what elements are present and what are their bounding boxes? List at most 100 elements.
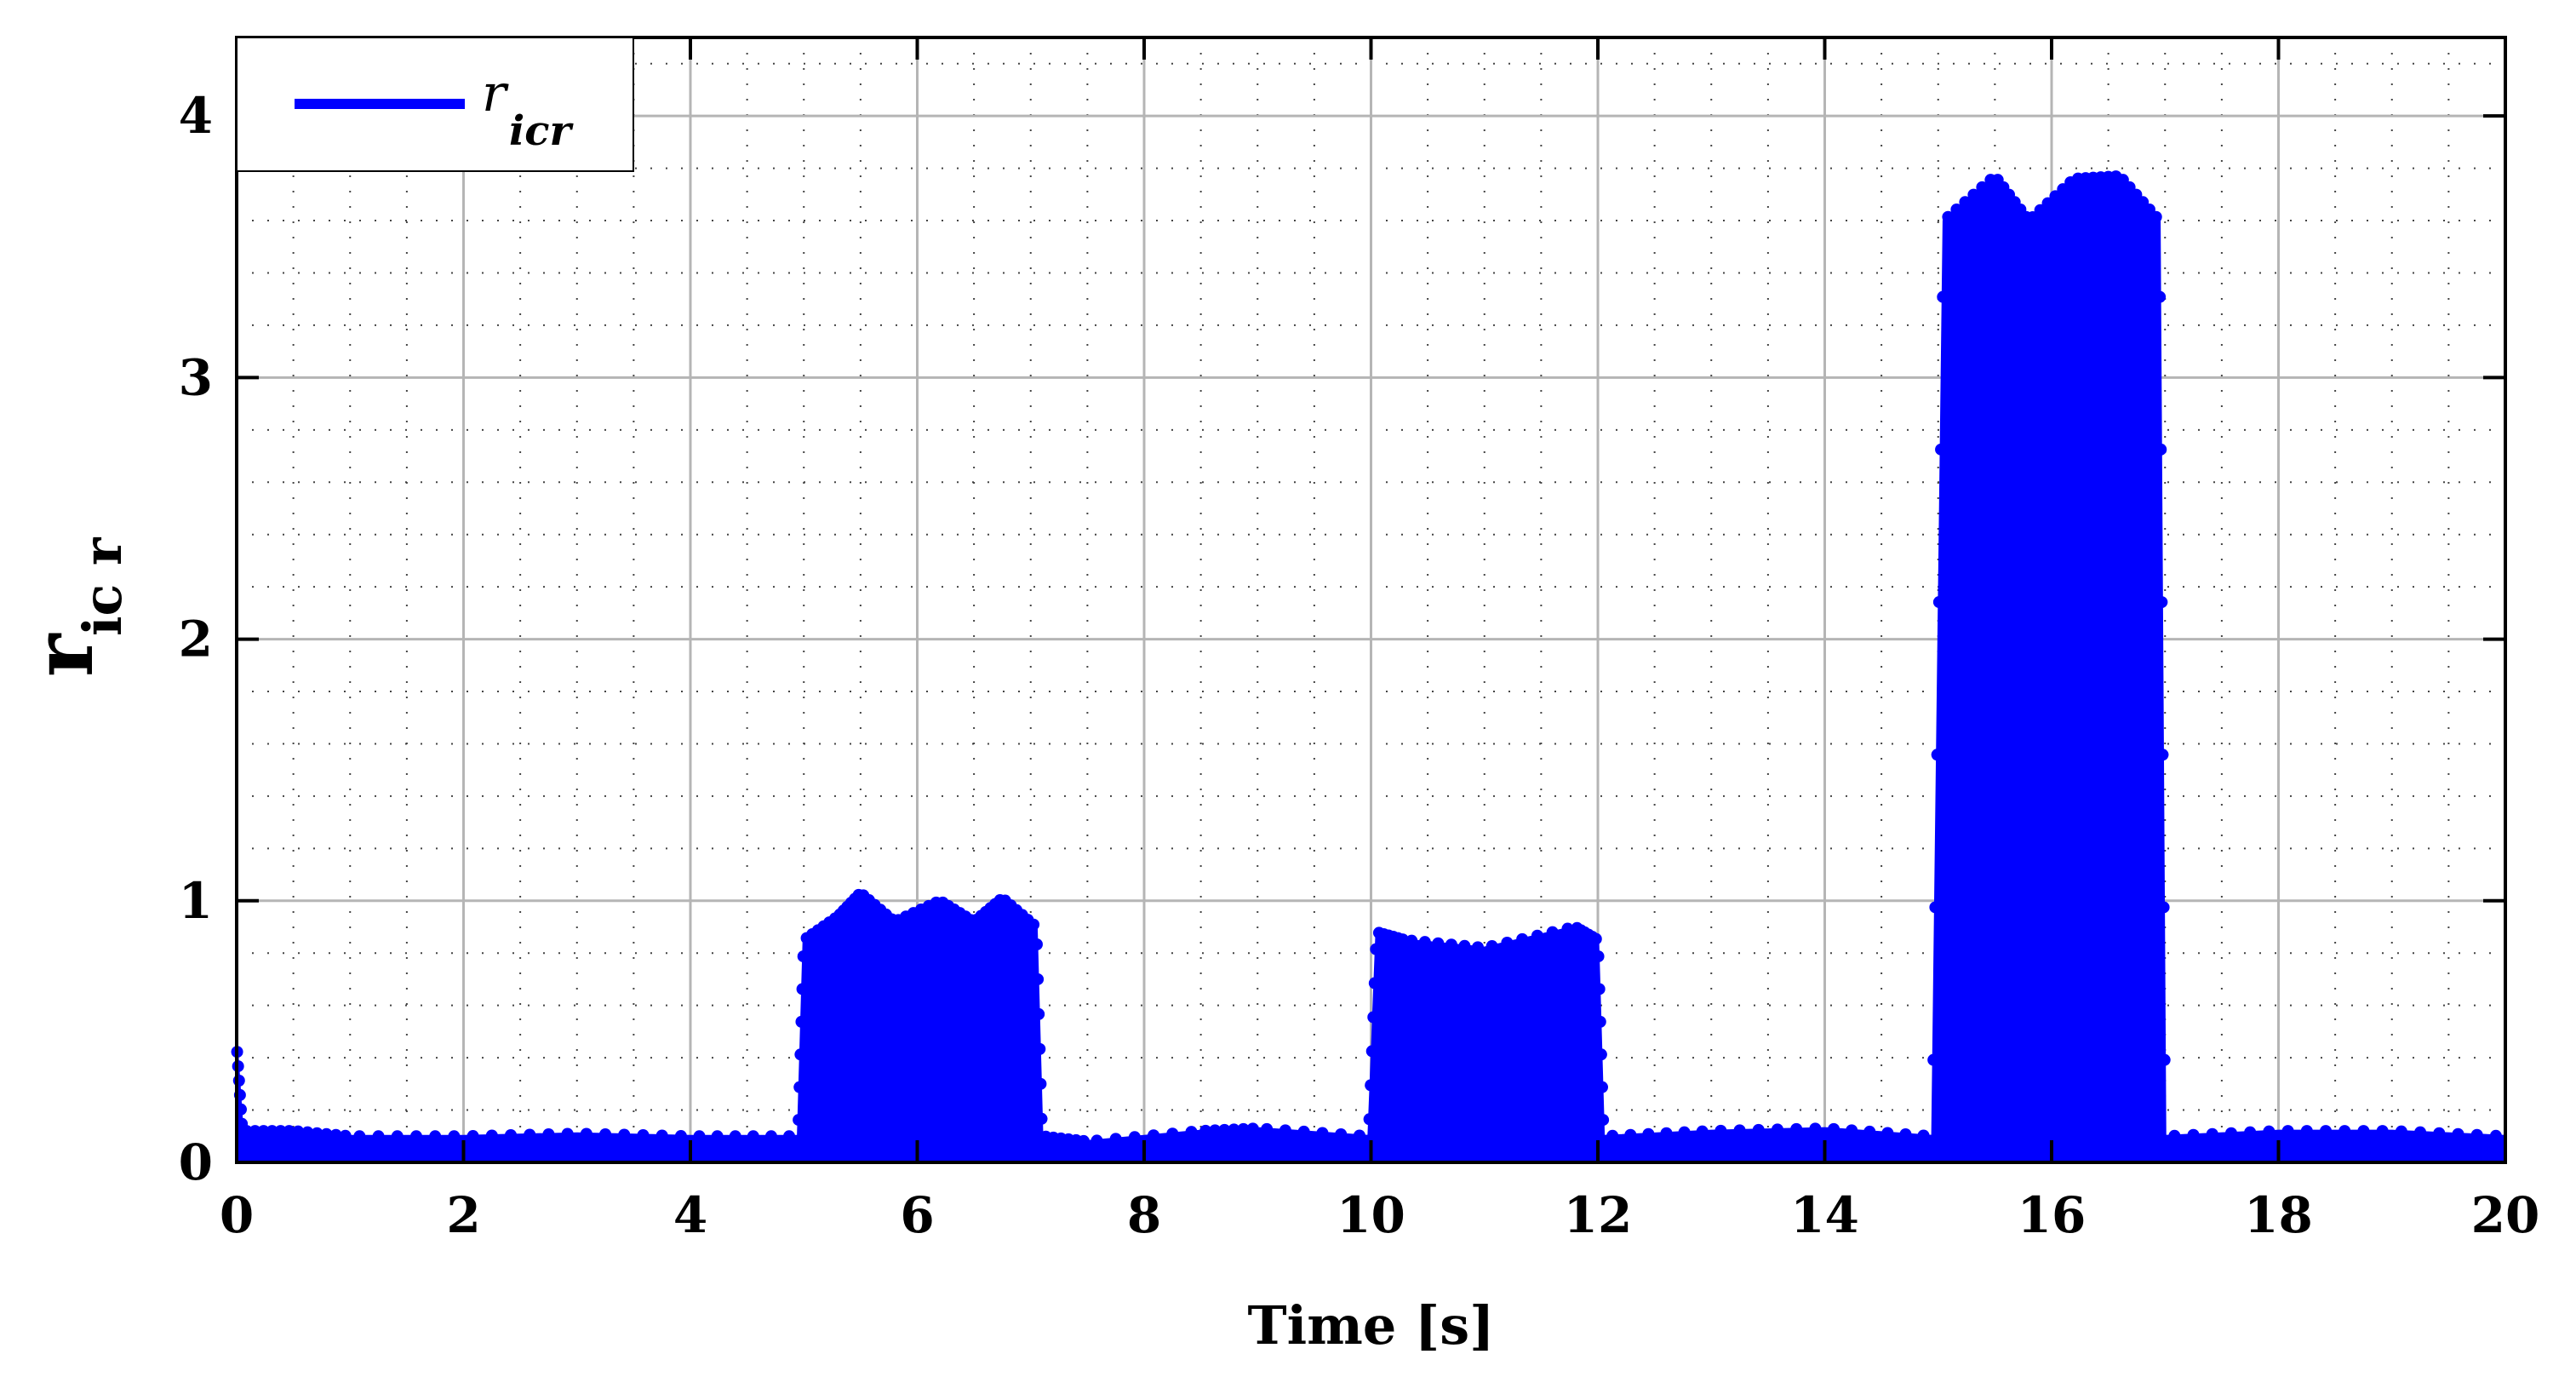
series-0-peak	[1218, 1123, 1231, 1136]
series-0-peak	[1109, 1133, 1122, 1145]
y-tick-label: 2	[179, 611, 213, 668]
series-0-peak	[1959, 196, 1972, 209]
series-0-peak	[2224, 1127, 2237, 1139]
series-0-peak	[1927, 1053, 1940, 1066]
series-0-peak	[1935, 443, 1948, 456]
series-0-peak	[1077, 1134, 1090, 1147]
series-0-peak	[467, 1130, 479, 1143]
series-0-peak	[1929, 901, 1942, 914]
series-0-peak	[1335, 1127, 1348, 1140]
series-0-peak	[249, 1125, 261, 1138]
series-0-peak	[637, 1128, 650, 1141]
series-0-peak	[1917, 1129, 1930, 1142]
series-0-peak	[1228, 1123, 1240, 1136]
series-0-peak	[2155, 596, 2168, 609]
series-0-peak	[1714, 1124, 1727, 1137]
series-0-peak	[1445, 938, 1457, 951]
series-0-peak	[1531, 929, 1543, 942]
x-tick-label: 12	[1564, 1186, 1633, 1244]
series-0-peak	[232, 1074, 245, 1087]
series-0-peak	[485, 1129, 498, 1142]
series-0-peak	[1365, 1045, 1378, 1058]
series-0-peak	[1624, 1128, 1637, 1141]
series-0-peak	[1976, 181, 1989, 193]
series-0-peak	[320, 1127, 333, 1140]
series-0-peak	[1237, 1122, 1250, 1135]
series-0-peak	[1405, 934, 1418, 947]
series-0-peak	[1032, 972, 1045, 985]
series-0-peak	[1363, 1113, 1376, 1126]
series-0-peak	[2155, 443, 2167, 456]
series-0-peak	[409, 1130, 422, 1143]
series-0-peak	[794, 1048, 807, 1061]
series-0-peak	[2470, 1128, 2483, 1141]
series-0-peak	[1771, 1123, 1783, 1136]
series-0-peak	[2187, 1128, 2200, 1141]
series-0-peak	[2281, 1125, 2294, 1138]
series-0-peak	[1593, 983, 1606, 995]
series-0-peak	[2168, 1129, 2181, 1142]
series-0-peak	[1932, 596, 1945, 609]
series-0-peak	[1432, 937, 1445, 949]
series-0-peak	[797, 950, 810, 963]
series-0-peak	[2158, 1053, 2171, 1066]
x-tick-labels: 0 2 4 6 8 10 12 14 16 18 20	[220, 1186, 2540, 1244]
series-0-peak	[2150, 210, 2162, 223]
series-0-peak	[2338, 1125, 2351, 1138]
series-0-peak	[2057, 183, 2069, 196]
series-0-peak	[1546, 926, 1559, 938]
series-0-peak	[339, 1129, 352, 1142]
series-0-peak	[1594, 1015, 1606, 1028]
series-0-peak	[372, 1130, 385, 1143]
series-0-peak	[2156, 749, 2169, 761]
series-0-peak	[1458, 939, 1471, 952]
series-0-peak	[1418, 936, 1431, 949]
series-0-peak	[764, 1130, 777, 1143]
series-0-peak	[783, 1130, 796, 1143]
y-axis-label: r ic r	[15, 536, 134, 677]
series-0-peak	[674, 1130, 687, 1143]
series-0-peak	[1370, 943, 1382, 955]
series-0-peak	[1863, 1125, 1876, 1138]
series-0-peak	[2300, 1125, 2313, 1138]
series-0-peak	[1209, 1124, 1222, 1137]
x-axis-label: Time [s]	[1248, 1294, 1495, 1357]
series-0-peak	[1028, 918, 1040, 931]
series-0-peak	[796, 983, 809, 995]
series-0-peak	[1033, 1042, 1046, 1055]
legend-label-main: r	[482, 64, 509, 123]
series-0-peak	[524, 1128, 536, 1141]
series-0-peak	[1592, 950, 1605, 963]
series-0-peak	[329, 1128, 342, 1141]
series-0-peak	[1501, 936, 1514, 949]
series-0-peak	[2489, 1129, 2502, 1142]
series-0-peak	[655, 1129, 668, 1142]
series-0-peak	[1950, 203, 1963, 215]
series-0-peak	[1678, 1126, 1691, 1139]
series-0-peak	[599, 1127, 612, 1140]
series-0-peak	[311, 1127, 323, 1139]
series-0-peak	[2433, 1127, 2446, 1139]
series-0-peak	[1030, 938, 1043, 950]
x-tick-label: 0	[220, 1186, 254, 1244]
series-0-peak	[1033, 1007, 1045, 1020]
axis-ticks	[235, 37, 2507, 1164]
series-0-peak	[1485, 940, 1498, 953]
series-0-peak	[274, 1125, 287, 1138]
y-tick-labels: 0 1 2 3 4	[179, 87, 213, 1191]
x-tick-label: 8	[1127, 1186, 1161, 1244]
series-0-peak	[561, 1127, 574, 1140]
series-0-peak	[505, 1128, 518, 1141]
series-0-peak	[1091, 1134, 1103, 1147]
series-0-peak	[2026, 210, 2039, 223]
series-0-peak	[1353, 1129, 1365, 1142]
series-0-peak	[1606, 1129, 1619, 1142]
series-0-peak	[2154, 290, 2167, 303]
series-0-peak	[2244, 1126, 2257, 1139]
series-0-peak	[2034, 204, 2046, 216]
series-0-peak	[1279, 1124, 1291, 1137]
series-0-peak	[1595, 1081, 1608, 1093]
series-0-peak	[1790, 1122, 1803, 1135]
series-0-peak	[2452, 1127, 2464, 1140]
